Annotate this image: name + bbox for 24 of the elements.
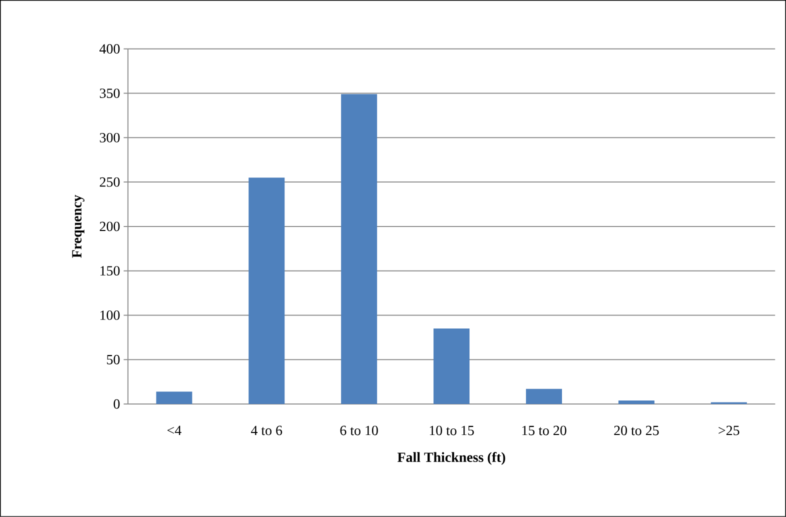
x-tick-label: >25 xyxy=(718,426,740,436)
y-tick-label: 100 xyxy=(100,310,120,320)
x-tick-label: 15 to 20 xyxy=(522,426,566,436)
bar xyxy=(156,392,192,404)
y-axis-title: Frequency xyxy=(72,194,84,258)
x-tick-label: 20 to 25 xyxy=(614,426,659,436)
y-tick-label: 200 xyxy=(100,222,120,232)
bar xyxy=(341,94,378,404)
bar xyxy=(618,400,654,404)
x-tick-label: <4 xyxy=(167,426,182,435)
y-tick-label: 350 xyxy=(100,88,120,98)
y-tick-label: 300 xyxy=(100,132,120,142)
y-tick-label: 250 xyxy=(100,177,120,187)
y-tick-label: 50 xyxy=(107,354,120,364)
bar xyxy=(526,388,562,404)
bar xyxy=(248,178,285,404)
bar xyxy=(434,328,470,404)
x-tick-label: 4 to 6 xyxy=(250,426,282,436)
y-tick-label: 400 xyxy=(100,44,120,54)
y-tick-label: 0 xyxy=(114,399,120,409)
x-tick-label: 10 to 15 xyxy=(430,426,474,436)
y-tick-label: 150 xyxy=(100,266,120,276)
x-tick-label: 6 to 10 xyxy=(340,426,378,436)
x-axis-title: Fall Thickness (ft) xyxy=(398,452,506,465)
